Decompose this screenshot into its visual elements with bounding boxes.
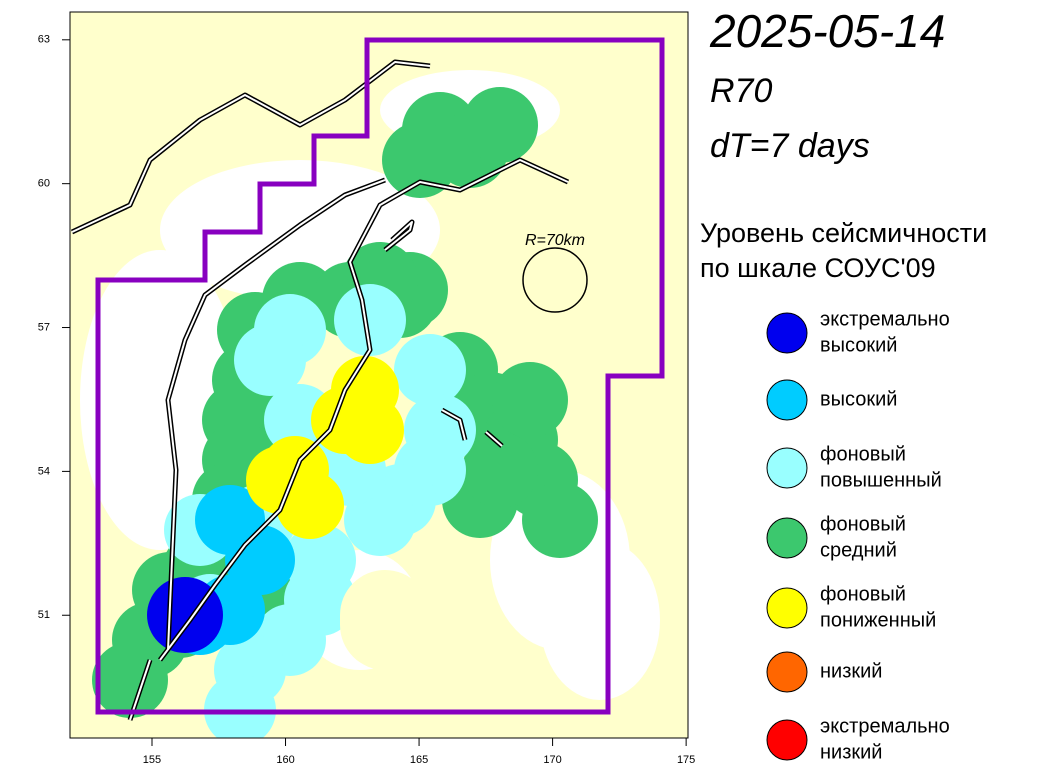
y-tick-label: 51	[38, 609, 50, 621]
legend-label: высокий	[820, 334, 897, 356]
legend-swatch	[766, 447, 808, 489]
legend-label: фоновый	[820, 443, 906, 465]
x-tick-label: 175	[677, 754, 695, 766]
seismicity-zone	[492, 362, 568, 438]
seismicity-zone	[334, 284, 406, 356]
legend-swatch	[766, 651, 808, 693]
seismicity-zone	[462, 87, 538, 163]
radius-circle	[522, 247, 588, 313]
legend-label: низкий	[820, 741, 882, 763]
x-tick-label: 170	[543, 754, 561, 766]
legend-label: повышенный	[820, 469, 942, 491]
legend-swatch	[766, 719, 808, 761]
legend-label: фоновый	[820, 583, 906, 605]
seismicity-zone	[204, 674, 276, 738]
x-tick-label: 160	[276, 754, 294, 766]
legend-label: фоновый	[820, 513, 906, 535]
seismicity-zone	[394, 334, 466, 406]
coastline	[70, 59, 570, 721]
y-tick-label: 57	[38, 321, 50, 333]
subtitle: R70	[710, 72, 772, 110]
legend-title: по шкале СОУС'09	[700, 253, 936, 283]
legend-label: средний	[820, 539, 897, 561]
legend-label: пониженный	[820, 609, 936, 631]
seismicity-zone	[234, 324, 306, 396]
x-tick-label: 165	[410, 754, 428, 766]
legend-swatch	[766, 517, 808, 559]
seismicity-zone	[382, 122, 458, 198]
y-tick-label: 60	[38, 178, 50, 190]
radius-label: R=70km	[525, 232, 585, 249]
legend-label: экстремально	[820, 308, 950, 330]
legend-swatch	[766, 587, 808, 629]
legend-label: экстремально	[820, 715, 950, 737]
map-area: R=70km	[70, 12, 688, 738]
seismicity-zone	[195, 485, 265, 555]
legend-swatch	[766, 379, 808, 421]
interval: dT=7 days	[710, 127, 870, 165]
seismicity-zone	[462, 432, 538, 508]
y-tick-label: 54	[38, 465, 50, 477]
legend-title: Уровень сейсмичности	[700, 218, 987, 248]
region-boundary	[95, 37, 665, 715]
axes: 155 160 165 170 175 51 54 57 60 63	[38, 34, 696, 766]
seismicity-zone	[522, 482, 598, 558]
map-title: 2025-05-14	[709, 5, 945, 57]
seismicity-zone	[92, 642, 168, 718]
legend: Уровень сейсмичности по шкале СОУС'09 экст…	[700, 218, 987, 763]
legend-label: высокий	[820, 388, 897, 410]
seismicity-zone	[311, 386, 379, 454]
legend-swatch	[766, 312, 808, 354]
legend-label: низкий	[820, 660, 882, 682]
seismicity-zone	[147, 577, 223, 653]
land-patch	[340, 570, 430, 670]
y-tick-label: 63	[38, 34, 50, 46]
x-tick-label: 155	[143, 754, 161, 766]
map-frame	[69, 11, 689, 739]
